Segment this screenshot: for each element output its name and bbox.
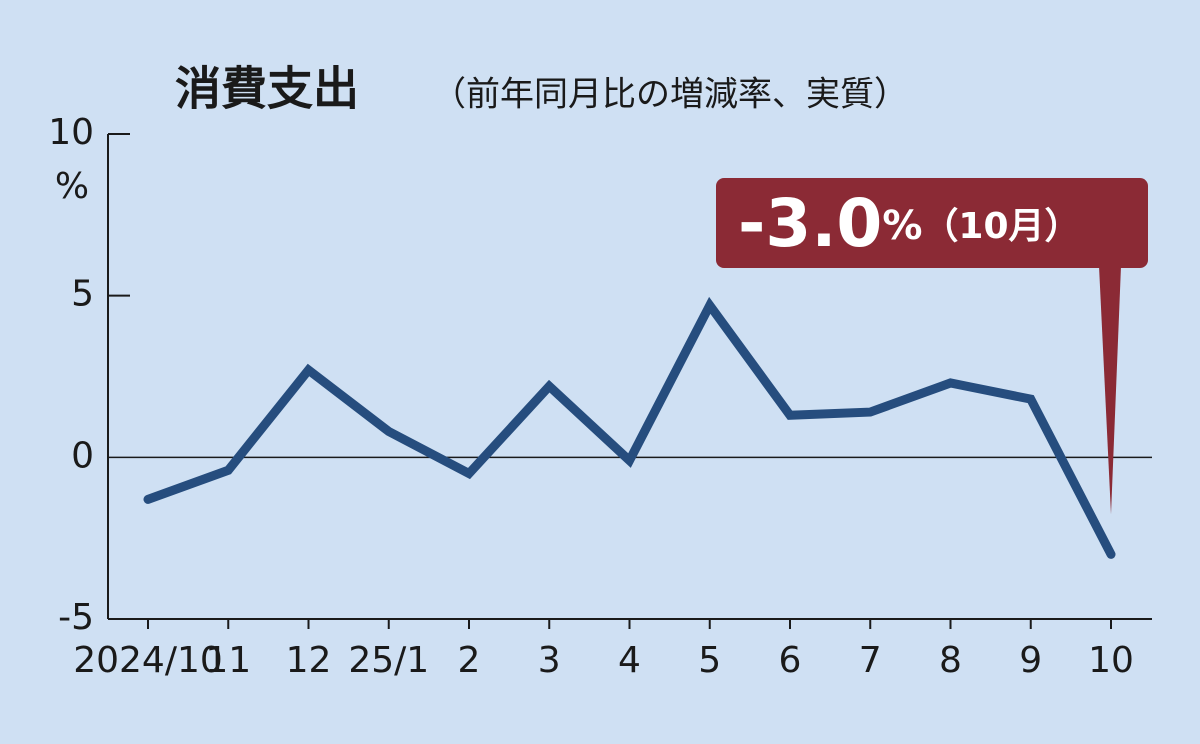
x-tick-label: 2024/10 xyxy=(73,640,223,681)
x-tick-label: 9 xyxy=(1019,640,1042,681)
x-tick-label: 7 xyxy=(859,640,882,681)
x-tick-label: 8 xyxy=(939,640,962,681)
x-tick-label: 25/1 xyxy=(348,640,429,681)
x-tick-label: 11 xyxy=(205,640,251,681)
x-tick-label: 6 xyxy=(779,640,802,681)
x-tick-label: 4 xyxy=(618,640,641,681)
callout-part: -3.0 xyxy=(738,185,882,262)
x-tick-label: 3 xyxy=(538,640,561,681)
x-tick-label: 10 xyxy=(1088,640,1134,681)
y-tick-label: -5 xyxy=(58,597,94,638)
y-tick-label: 5 xyxy=(71,274,94,315)
x-tick-label: 12 xyxy=(286,640,332,681)
x-tick-label: 5 xyxy=(698,640,721,681)
x-tick-label: 2 xyxy=(458,640,481,681)
callout-text: -3.0%（10月） xyxy=(738,185,1081,262)
data-line xyxy=(143,296,1116,559)
callout-box xyxy=(716,178,1148,268)
chart-title: 消費支出 xyxy=(175,62,359,116)
y-tick-label: 0 xyxy=(71,435,94,476)
callout-part: （10月） xyxy=(922,206,1080,247)
y-tick-label: 10 xyxy=(48,112,94,153)
y-unit: % xyxy=(55,166,89,207)
chart-subtitle: （前年同月比の増減率、実質） xyxy=(432,75,908,115)
callout-part: % xyxy=(882,203,922,249)
callout-pointer xyxy=(1099,266,1121,515)
